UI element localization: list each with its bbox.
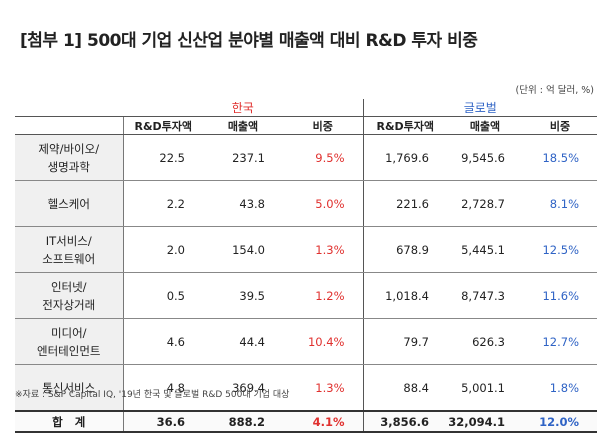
category-cell: 헬스케어 <box>15 180 124 227</box>
category-line-2: 생명과학 <box>47 159 90 174</box>
table-row: 인터넷/전자상거래 0.5 39.5 1.2% 1,018.4 8,747.3 11.6% <box>15 272 598 319</box>
gl-rd-cell: 678.9 <box>362 226 447 273</box>
kr-rd-cell: 4.6 <box>123 318 203 365</box>
kr-ratio-cell: 9.5% <box>283 134 363 181</box>
rd-investment-table: 한국 글로벌 R&D투자액 매출액 비중 R&D투자액 매출액 비중 제약/바이… <box>15 99 598 433</box>
category-cell: 인터넷/전자상거래 <box>15 272 124 319</box>
gl-sales-cell: 2,728.7 <box>447 180 523 227</box>
gl-ratio-cell: 8.1% <box>523 180 598 227</box>
table-row: 헬스케어 2.2 43.8 5.0% 221.6 2,728.7 8.1% <box>15 180 598 227</box>
total-row: 합계 36.6 888.2 4.1% 3,856.6 32,094.1 12.0% <box>15 410 598 433</box>
kr-ratio-cell: 1.2% <box>283 272 363 319</box>
total-kr-rd: 36.6 <box>123 410 203 433</box>
kr-rd-cell: 0.5 <box>123 272 203 319</box>
category-line-2: 엔터테인먼트 <box>37 343 101 358</box>
table-row: 통신서비스 4.8 369.4 1.3% 88.4 5,001.1 1.8% <box>15 364 598 412</box>
document-title: [첨부 1] 500대 기업 신산업 분야별 매출액 대비 R&D 투자 비중 <box>20 31 478 51</box>
group-header-global: 글로벌 <box>362 99 598 117</box>
kr-rd-header: R&D투자액 <box>123 116 203 135</box>
category-line-1: IT서비스/ <box>45 233 92 248</box>
category-line-2: 전자상거래 <box>42 297 96 312</box>
gl-sales-cell: 626.3 <box>447 318 523 365</box>
table-row: IT서비스/소프트웨어 2.0 154.0 1.3% 678.9 5,445.1 12.5% <box>15 226 598 273</box>
gl-ratio-header: 비중 <box>523 116 598 135</box>
kr-ratio-cell: 5.0% <box>283 180 363 227</box>
gl-ratio-cell: 11.6% <box>523 272 598 319</box>
group-header-korea: 한국 <box>123 99 363 117</box>
kr-rd-cell: 2.0 <box>123 226 203 273</box>
total-kr-sales: 888.2 <box>203 410 283 433</box>
category-header <box>15 116 124 135</box>
category-line-1: 제약/바이오/ <box>38 141 100 156</box>
gl-sales-cell: 5,445.1 <box>447 226 523 273</box>
category-cell: 통신서비스 <box>15 364 124 412</box>
kr-rd-cell: 2.2 <box>123 180 203 227</box>
category-line-1: 미디어/ <box>50 325 87 340</box>
gl-ratio-cell: 12.7% <box>523 318 598 365</box>
category-cell: IT서비스/소프트웨어 <box>15 226 124 273</box>
kr-rd-cell: 4.8 <box>123 364 203 412</box>
category-line-2: 소프트웨어 <box>42 251 96 266</box>
kr-ratio-header: 비중 <box>283 116 363 135</box>
kr-sales-cell: 237.1 <box>203 134 283 181</box>
gl-ratio-cell: 18.5% <box>523 134 598 181</box>
gl-rd-cell: 88.4 <box>362 364 447 412</box>
total-gl-rd: 3,856.6 <box>362 410 447 433</box>
category-cell: 제약/바이오/생명과학 <box>15 134 124 181</box>
gl-rd-cell: 79.7 <box>362 318 447 365</box>
group-header-blank <box>15 99 123 117</box>
category-line-1: 인터넷/ <box>50 279 87 294</box>
gl-sales-cell: 9,545.6 <box>447 134 523 181</box>
total-kr-ratio: 4.1% <box>283 410 363 433</box>
total-gl-sales: 32,094.1 <box>447 410 523 433</box>
total-gl-ratio: 12.0% <box>523 410 598 433</box>
kr-sales-cell: 43.8 <box>203 180 283 227</box>
gl-rd-cell: 1,018.4 <box>362 272 447 319</box>
kr-ratio-cell: 1.3% <box>283 226 363 273</box>
table-row: 미디어/엔터테인먼트 4.6 44.4 10.4% 79.7 626.3 12.7% <box>15 318 598 365</box>
category-cell: 미디어/엔터테인먼트 <box>15 318 124 365</box>
kr-sales-cell: 39.5 <box>203 272 283 319</box>
kr-sales-header: 매출액 <box>203 116 283 135</box>
gl-sales-header: 매출액 <box>447 116 523 135</box>
gl-rd-header: R&D투자액 <box>362 116 447 135</box>
gl-ratio-cell: 12.5% <box>523 226 598 273</box>
table-row: 제약/바이오/생명과학 22.5 237.1 9.5% 1,769.6 9,545.6 18… <box>15 134 598 181</box>
kr-sales-cell: 154.0 <box>203 226 283 273</box>
kr-rd-cell: 22.5 <box>123 134 203 181</box>
gl-sales-cell: 8,747.3 <box>447 272 523 319</box>
source-note: ※자료 : S&P Capital IQ, '19년 한국 및 글로벌 R&D … <box>15 390 290 400</box>
unit-note: (단위 : 억 달러, %) <box>515 85 594 96</box>
category-line-1: 통신서비스 <box>42 380 96 395</box>
category-line-1: 헬스케어 <box>47 196 90 211</box>
gl-rd-cell: 1,769.6 <box>362 134 447 181</box>
kr-sales-cell: 44.4 <box>203 318 283 365</box>
gl-rd-cell: 221.6 <box>362 180 447 227</box>
kr-ratio-cell: 10.4% <box>283 318 363 365</box>
kr-ratio-cell: 1.3% <box>283 364 363 412</box>
gl-ratio-cell: 1.8% <box>523 364 598 412</box>
total-label: 합계 <box>15 410 124 433</box>
gl-sales-cell: 5,001.1 <box>447 364 523 412</box>
